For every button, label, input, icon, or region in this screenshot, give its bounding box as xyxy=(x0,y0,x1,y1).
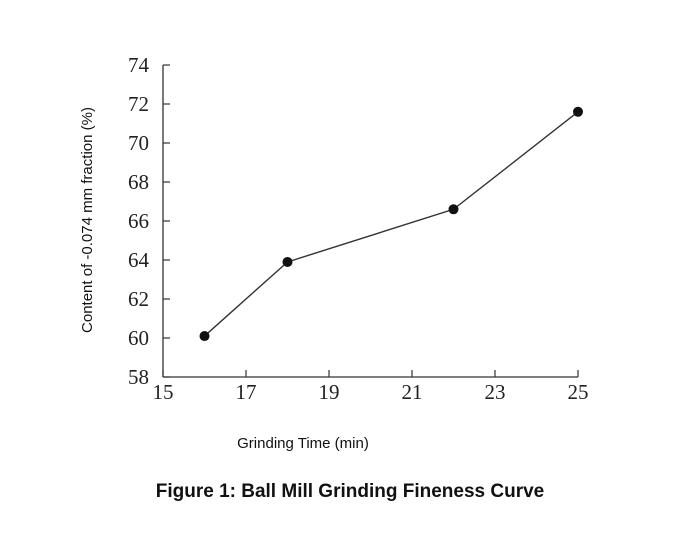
data-point xyxy=(573,106,583,117)
y-tick-label: 62 xyxy=(128,287,149,311)
y-tick-label: 70 xyxy=(128,131,149,155)
data-point xyxy=(448,204,459,215)
y-tick-label: 72 xyxy=(128,92,149,116)
series xyxy=(199,106,583,342)
y-tick-label: 68 xyxy=(128,170,149,194)
x-tick-label: 23 xyxy=(485,380,506,404)
x-tick-label: 25 xyxy=(568,380,589,404)
ticks: 58 60 62 64 66 68 70 72 74 15 17 19 21 23 25 xyxy=(128,53,589,404)
y-tick-label: 60 xyxy=(128,326,149,350)
data-point xyxy=(199,331,210,342)
y-tick-label: 64 xyxy=(128,248,150,272)
x-tick-label: 15 xyxy=(153,380,174,404)
x-tick-label: 17 xyxy=(236,380,257,404)
y-axis-label: Content of -0.074 mm fraction (%) xyxy=(79,107,96,333)
y-tick-label: 66 xyxy=(128,209,149,233)
y-tick-label: 58 xyxy=(128,365,149,389)
x-axis-label: Grinding Time (min) xyxy=(237,435,369,452)
x-tick-label: 19 xyxy=(319,380,340,404)
data-point xyxy=(282,256,293,267)
y-tick-label: 74 xyxy=(128,53,150,77)
fineness-chart: 58 60 62 64 66 68 70 72 74 15 17 19 21 23 25 Grinding … xyxy=(79,53,589,452)
axes xyxy=(162,65,578,378)
series-line xyxy=(204,111,579,337)
figure-caption: Figure 1: Ball Mill Grinding Fineness Cu… xyxy=(155,481,545,502)
x-tick-label: 21 xyxy=(402,380,423,404)
